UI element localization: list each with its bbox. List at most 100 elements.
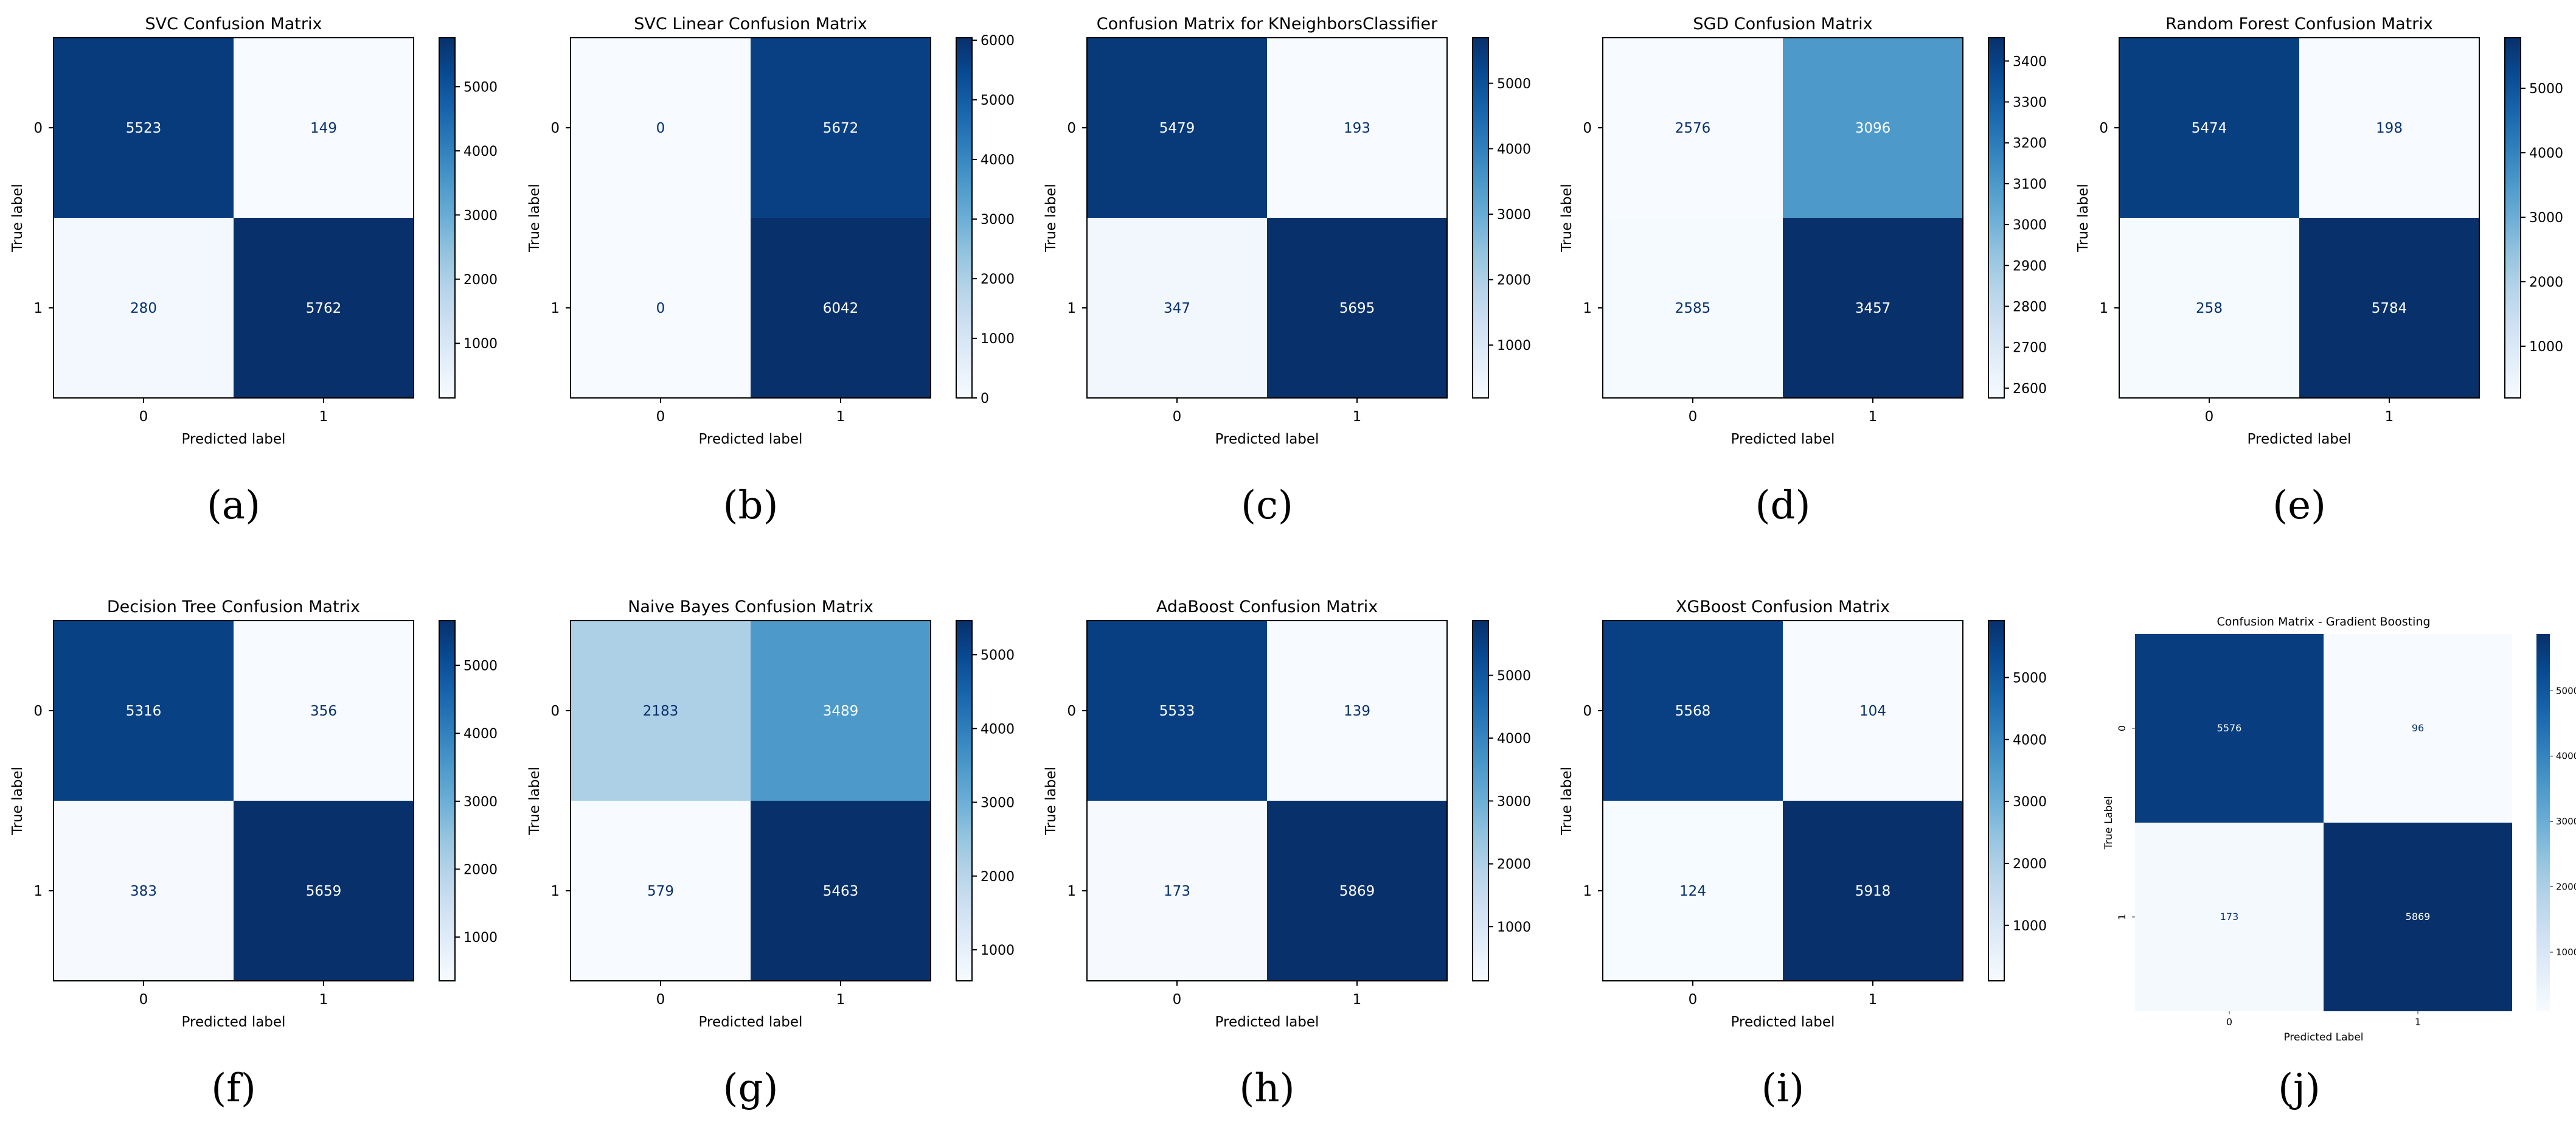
- colorbar-tick-label: 5000: [1497, 77, 1531, 92]
- colorbar-tick-label: 5000: [2529, 82, 2563, 97]
- cell-value-a-0-1: 149: [310, 120, 337, 136]
- x-tick-label: 0: [656, 409, 665, 425]
- y-axis-label: True label: [1043, 184, 1059, 253]
- cell-value-g-0-1: 3489: [823, 703, 859, 719]
- chart-title-j: Confusion Matrix - Gradient Boosting: [2217, 615, 2430, 629]
- cell-c-1-0: [1087, 218, 1267, 398]
- cell-f-0-1: [234, 621, 414, 801]
- x-tick-label: 1: [2415, 1016, 2421, 1028]
- cell-value-j-1-0: 173: [2220, 911, 2239, 922]
- cell-e-1-1: [2299, 218, 2479, 398]
- colorbar-tick-label: 3100: [2013, 177, 2047, 192]
- chart-title-c: Confusion Matrix for KNeighborsClassifie…: [1097, 15, 1438, 33]
- axes-frame-i: [1602, 620, 1963, 981]
- cell-b-0-0: [571, 38, 751, 218]
- cell-f-0-0: [54, 621, 234, 801]
- cell-value-a-0-0: 5523: [126, 120, 162, 136]
- colorbar-tick-label: 3000: [463, 208, 498, 223]
- cell-value-d-1-1: 3457: [1855, 301, 1891, 316]
- cell-value-c-0-1: 193: [1344, 120, 1370, 136]
- x-tick-label: 1: [836, 992, 845, 1008]
- y-tick-label: 1: [2099, 301, 2108, 316]
- x-axis-label: Predicted label: [182, 431, 286, 447]
- colorbar-a: [439, 37, 456, 399]
- cell-g-0-0: [571, 621, 751, 801]
- x-axis-label: Predicted Label: [2283, 1031, 2363, 1044]
- cell-d-1-1: [1783, 218, 1963, 398]
- cell-value-h-1-0: 173: [1164, 883, 1190, 899]
- cell-value-i-0-1: 104: [1859, 703, 1886, 719]
- colorbar-tick-label: 3400: [2013, 54, 2047, 69]
- chart-title-b: SVC Linear Confusion Matrix: [634, 15, 867, 33]
- colorbar-tick-label: 5000: [2013, 671, 2047, 686]
- panel-g: 2183 3489 579 5463 Naive Bayes Confusion Mat…: [527, 598, 1015, 1111]
- cell-value-e-1-0: 258: [2196, 301, 2223, 316]
- y-tick-label: 0: [33, 703, 43, 719]
- y-axis-label: True label: [527, 184, 543, 253]
- colorbar-tick-label: 5000: [463, 659, 498, 674]
- cell-value-f-0-0: 5316: [126, 703, 162, 719]
- cell-g-0-1: [751, 621, 931, 801]
- y-tick-label: 0: [33, 120, 43, 136]
- y-axis-label: True label: [1043, 767, 1059, 835]
- cell-e-0-1: [2299, 38, 2479, 218]
- colorbar-tick-label: 1000: [2556, 947, 2576, 958]
- cell-i-1-1: [1783, 801, 1963, 981]
- panel-label-e: (e): [2272, 483, 2326, 528]
- colorbar-tick-label: 5000: [981, 648, 1015, 663]
- cell-c-0-0: [1087, 38, 1267, 218]
- colorbar-tick-label: 2600: [2013, 382, 2047, 397]
- colorbar-tick-label: 2000: [463, 862, 498, 877]
- colorbar-tick-label: 2000: [1497, 273, 1531, 288]
- colorbar-tick-label: 1000: [463, 930, 498, 946]
- y-tick-label: 0: [550, 120, 560, 136]
- colorbar-tick-label: 4000: [2013, 733, 2047, 748]
- cell-value-c-1-0: 347: [1164, 301, 1190, 316]
- colorbar-tick-label: 2800: [2013, 299, 2047, 315]
- cell-value-h-0-0: 5533: [1159, 703, 1195, 719]
- x-tick-label: 0: [2226, 1016, 2232, 1028]
- colorbar-tick-label: 3000: [1497, 794, 1531, 809]
- colorbar-e: [2504, 37, 2521, 399]
- x-axis-label: Predicted label: [1215, 1014, 1319, 1030]
- colorbar-tick-label: 2000: [981, 272, 1015, 287]
- colorbar-tick-label: 0: [981, 391, 989, 406]
- x-tick-label: 1: [319, 409, 328, 425]
- axes-frame-c: [1086, 37, 1448, 399]
- colorbar-tick-label: 1000: [981, 332, 1015, 347]
- cell-value-j-0-1: 96: [2412, 722, 2424, 734]
- x-axis-label: Predicted label: [1731, 431, 1835, 447]
- cell-value-d-0-1: 3096: [1855, 120, 1891, 136]
- chart-title-d: SGD Confusion Matrix: [1693, 15, 1872, 33]
- y-tick-label: 0: [2116, 725, 2128, 731]
- colorbar-tick-label: 2000: [981, 869, 1015, 885]
- cell-value-a-1-1: 5762: [306, 301, 342, 316]
- x-axis-label: Predicted label: [2248, 431, 2352, 447]
- y-tick-label: 1: [1067, 301, 1076, 316]
- cell-value-b-1-0: 0: [656, 301, 665, 316]
- colorbar-tick-label: 3200: [2013, 136, 2047, 152]
- axes-frame-g: [570, 620, 931, 981]
- x-axis-label: Predicted label: [699, 1014, 803, 1030]
- cell-h-1-0: [1087, 801, 1267, 981]
- cell-h-1-1: [1267, 801, 1447, 981]
- cell-value-g-1-1: 5463: [823, 883, 859, 899]
- colorbar-tick-label: 5000: [1497, 669, 1531, 684]
- colorbar-h: [1472, 620, 1489, 981]
- cell-value-e-0-0: 5474: [2192, 120, 2227, 136]
- y-tick-label: 1: [1583, 301, 1592, 316]
- cell-e-0-0: [2119, 38, 2299, 218]
- cell-i-0-1: [1783, 621, 1963, 801]
- y-axis-label: True label: [10, 767, 26, 835]
- x-tick-label: 0: [139, 409, 148, 425]
- cell-value-f-1-1: 5659: [306, 883, 342, 899]
- cell-j-0-1: [2324, 634, 2512, 823]
- cell-value-e-1-1: 5784: [2372, 301, 2408, 316]
- y-tick-label: 0: [1067, 703, 1076, 719]
- cell-d-0-0: [1603, 38, 1783, 218]
- cell-d-0-1: [1783, 38, 1963, 218]
- cell-value-a-1-0: 280: [130, 301, 157, 316]
- colorbar-d: [1988, 37, 2005, 399]
